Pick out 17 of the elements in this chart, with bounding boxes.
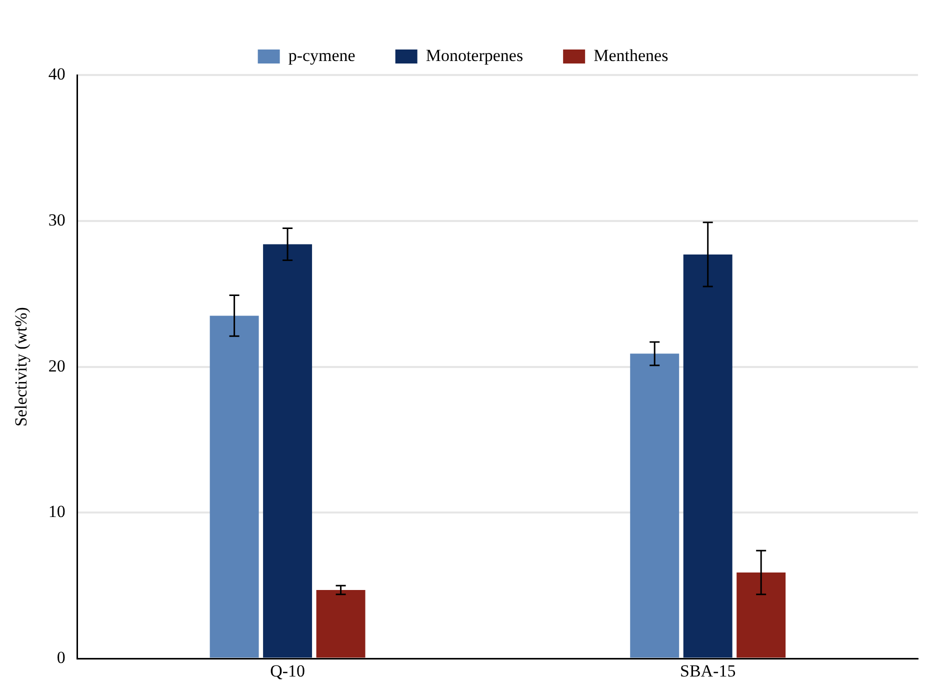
y-tick-label: 10 bbox=[48, 502, 66, 522]
legend-label: Menthenes bbox=[594, 46, 668, 65]
x-tick-label: SBA-15 bbox=[680, 661, 736, 680]
bar bbox=[210, 316, 259, 658]
bar bbox=[630, 354, 680, 658]
bar bbox=[683, 254, 732, 658]
y-axis-title: Selectivity (wt%) bbox=[12, 307, 31, 427]
y-tick-label: 30 bbox=[48, 210, 66, 230]
legend-label: Monoterpenes bbox=[426, 46, 524, 65]
bar bbox=[736, 572, 786, 658]
y-tick-label: 40 bbox=[48, 64, 66, 84]
legend-label: p-cymene bbox=[288, 46, 356, 65]
bar bbox=[263, 244, 312, 658]
x-tick-label: Q-10 bbox=[270, 661, 306, 680]
y-tick-label: 20 bbox=[48, 356, 66, 376]
bar bbox=[316, 590, 366, 658]
y-tick-label: 0 bbox=[56, 648, 66, 668]
